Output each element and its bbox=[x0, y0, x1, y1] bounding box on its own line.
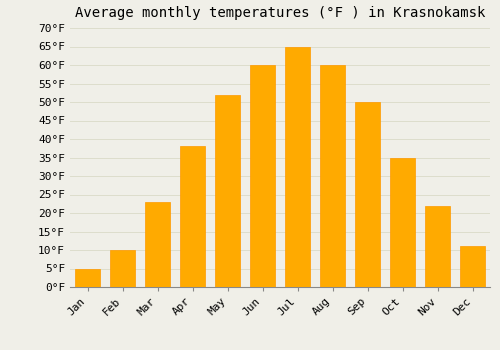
Bar bbox=[75, 268, 100, 287]
Bar bbox=[285, 47, 310, 287]
Bar bbox=[110, 250, 135, 287]
Bar bbox=[250, 65, 275, 287]
Bar bbox=[180, 146, 205, 287]
Bar bbox=[320, 65, 345, 287]
Bar bbox=[355, 102, 380, 287]
Bar bbox=[425, 205, 450, 287]
Title: Average monthly temperatures (°F ) in Krasnokamsk: Average monthly temperatures (°F ) in Kr… bbox=[75, 6, 485, 20]
Bar bbox=[145, 202, 170, 287]
Bar bbox=[390, 158, 415, 287]
Bar bbox=[215, 94, 240, 287]
Bar bbox=[460, 246, 485, 287]
